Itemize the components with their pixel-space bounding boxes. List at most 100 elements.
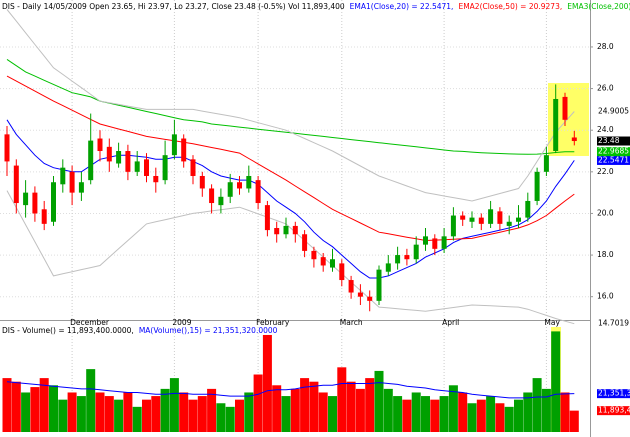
candle-body (60, 167, 66, 185)
y-tick-label: 24.0 (597, 125, 614, 134)
candle-body (227, 182, 233, 197)
volume-bar (244, 392, 254, 432)
candle-body (450, 215, 456, 237)
volume-bar (123, 392, 133, 432)
value-tag-box (597, 136, 630, 146)
candle-body (525, 200, 531, 218)
candle-body (32, 192, 38, 214)
candle-body (171, 134, 177, 156)
legend-entry: EMA1(Close,20) = 22.5471, (350, 2, 454, 11)
x-tick-label: April (442, 318, 459, 327)
y-tick-label: 18.0 (597, 250, 614, 259)
volume-bar (114, 399, 124, 432)
volume-bar (421, 396, 430, 432)
volume-bar (104, 396, 114, 432)
candle-body (134, 161, 140, 172)
volume-bar (439, 396, 449, 432)
candle-body (432, 238, 438, 249)
volume-bar (318, 392, 328, 432)
candle-body (237, 182, 242, 189)
value-tag: 11,893,40 (598, 406, 630, 415)
volume-bar (39, 378, 49, 432)
candle-body (292, 225, 298, 235)
volume-bar (532, 378, 542, 432)
volume-bar (309, 381, 319, 432)
candle-body (246, 175, 252, 189)
volume-bar (188, 399, 198, 432)
candle-body (302, 234, 308, 251)
candle-body (497, 211, 503, 224)
value-tag-box (597, 406, 630, 416)
value-tag: 24.9005 (598, 106, 629, 115)
volume-bar (290, 388, 300, 432)
candle-body (274, 228, 280, 235)
volume-bar (225, 406, 235, 432)
volume-bar (169, 378, 179, 432)
value-tag: 22.5471 (598, 155, 629, 164)
volume-bar (142, 399, 151, 432)
candle-body (209, 188, 215, 204)
candle-body (153, 175, 159, 183)
candle-body (543, 155, 549, 172)
y-tick-label: 22.0 (597, 167, 614, 176)
volume-bar (374, 370, 384, 432)
volume-bar (30, 387, 40, 432)
indicator-line (6, 119, 575, 279)
candle-body (283, 225, 289, 235)
value-tag-box (597, 147, 630, 157)
candle-body (395, 255, 401, 264)
candle-body (264, 205, 270, 231)
candle-body (144, 159, 149, 176)
candle-body (562, 96, 568, 120)
volume-bar (430, 399, 440, 432)
candle-body (218, 196, 224, 206)
candle-body (23, 192, 29, 206)
volume-bar (467, 403, 477, 432)
y-tick-label: 28.0 (597, 42, 614, 51)
volume-bar (86, 369, 96, 432)
candle-body (125, 151, 131, 172)
volume-bar (383, 388, 393, 432)
volume-bar (58, 399, 68, 432)
candle-body (41, 209, 47, 224)
value-tag: 21,351,32 (598, 389, 630, 398)
volume-bar (253, 374, 263, 432)
candle-body (78, 182, 84, 193)
volume-bar (541, 388, 551, 432)
volume-bar (365, 378, 375, 432)
volume-bar (411, 392, 421, 432)
value-tag: 22.9685 (598, 147, 629, 156)
candle-body (348, 280, 354, 293)
candle-body (571, 137, 577, 142)
x-tick-label: December (70, 318, 110, 327)
candle-body (367, 296, 373, 301)
volume-bar (504, 406, 514, 432)
candle-body (13, 165, 19, 204)
candle-body (413, 244, 419, 260)
indicator-line (6, 75, 575, 242)
candle-body (376, 269, 382, 301)
volume-bar (346, 381, 356, 432)
candle-body (469, 217, 475, 222)
volume-bar (448, 385, 458, 432)
candle-body (460, 215, 466, 220)
candle-body (506, 221, 512, 226)
volume-title: DIS - Volume() = 11,893,400.0000, (2, 326, 134, 335)
volume-bar (21, 392, 31, 432)
volume-bar (393, 396, 403, 432)
candle-body (553, 98, 559, 152)
candle-body (51, 182, 56, 222)
volume-bar (2, 378, 12, 432)
volume-bar (514, 399, 523, 432)
volume-bar (11, 381, 21, 432)
volume-bar (197, 396, 207, 432)
y-tick-label: 20.0 (597, 208, 614, 217)
value-tag-box (597, 155, 630, 165)
volume-bar (476, 399, 486, 432)
candle-body (488, 209, 494, 224)
candle-body (190, 159, 196, 176)
volume-bar (337, 367, 347, 432)
candle-body (311, 250, 317, 260)
